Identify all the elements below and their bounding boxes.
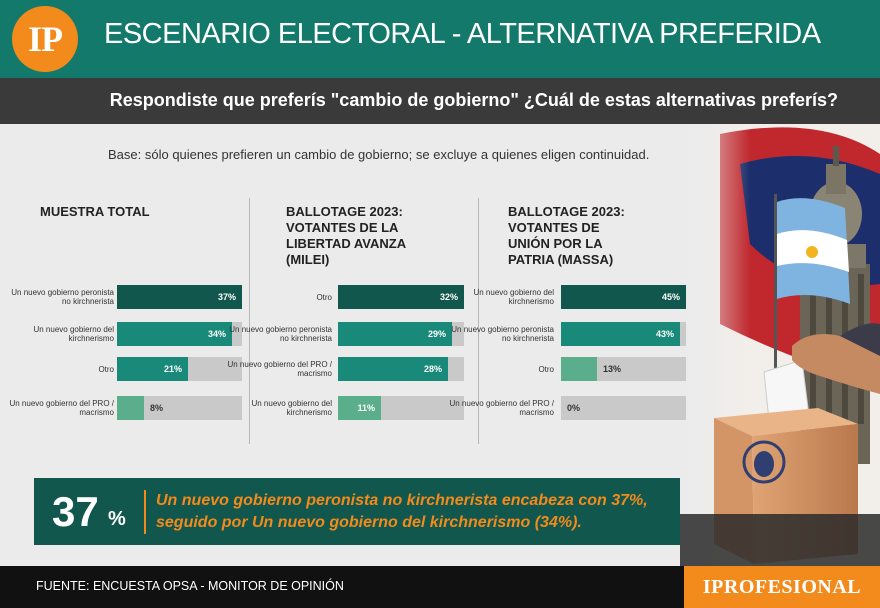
source-note: FUENTE: ENCUESTA OPSA - MONITOR DE OPINI… bbox=[36, 579, 344, 593]
bar-value-label: 13% bbox=[603, 364, 622, 374]
header-bar: IP ESCENARIO ELECTORAL - ALTERNATIVA PRE… bbox=[0, 0, 880, 78]
bar bbox=[338, 357, 448, 381]
bar bbox=[338, 322, 452, 346]
bar-track: 8% bbox=[117, 396, 242, 420]
callout-text: Un nuevo gobierno peronista no kirchneri… bbox=[156, 492, 648, 531]
bar-value-label: 34% bbox=[207, 329, 226, 339]
bar bbox=[117, 357, 188, 381]
bar-track: 13% bbox=[561, 357, 686, 381]
bar bbox=[338, 285, 464, 309]
bar bbox=[117, 322, 232, 346]
bar bbox=[117, 285, 242, 309]
bar-track: 28% bbox=[338, 357, 464, 381]
bar bbox=[561, 322, 680, 346]
question-text: Respondiste que preferís "cambio de gobi… bbox=[109, 90, 838, 110]
bar-track: 34% bbox=[117, 322, 242, 346]
callout-percent: % bbox=[108, 508, 126, 530]
category-label: Otro bbox=[98, 364, 114, 374]
callout-number: 37 bbox=[52, 488, 99, 535]
category-label: Un nuevo gobierno del kirchnerismo bbox=[33, 325, 114, 343]
bar-value-label: 28% bbox=[423, 364, 442, 374]
bar-track: 21% bbox=[117, 357, 242, 381]
footer-bar: FUENTE: ENCUESTA OPSA - MONITOR DE OPINI… bbox=[0, 566, 880, 608]
bar-value-label: 8% bbox=[150, 403, 164, 413]
hand-icon bbox=[792, 323, 880, 394]
ballot-illustration bbox=[680, 124, 880, 566]
question-bar: Respondiste que preferís "cambio de gobi… bbox=[0, 78, 880, 124]
bar-value-label: 11% bbox=[357, 403, 375, 413]
column-divider bbox=[249, 198, 250, 444]
bar-value-label: 37% bbox=[217, 292, 236, 302]
category-label: Un nuevo gobierno del kirchnerismo bbox=[473, 288, 554, 306]
bar-value-label: 43% bbox=[655, 329, 674, 339]
category-label: Otro bbox=[316, 292, 332, 302]
bar-value-label: 0% bbox=[567, 403, 581, 413]
bar-value-label: 21% bbox=[163, 364, 182, 374]
page-title: ESCENARIO ELECTORAL - ALTERNATIVA PREFER… bbox=[104, 18, 821, 50]
category-label: Otro bbox=[538, 364, 554, 374]
category-label: Un nuevo gobierno del PRO / macrismo bbox=[9, 399, 114, 417]
category-label: Un nuevo gobierno peronista no kirchneri… bbox=[11, 288, 114, 306]
bar-track: 29% bbox=[338, 322, 464, 346]
highlight-callout: 37 % Un nuevo gobierno peronista no kirc… bbox=[34, 478, 680, 545]
chart-title-massa: BALLOTAGE 2023: VOTANTES DE UNIÓN POR LA… bbox=[508, 204, 625, 267]
chart-title-milei: BALLOTAGE 2023: VOTANTES DE LA LIBERTAD … bbox=[286, 204, 406, 267]
category-label: Un nuevo gobierno del PRO / macrismo bbox=[227, 360, 332, 378]
bar-track: 11% bbox=[338, 396, 464, 420]
bar bbox=[561, 357, 597, 381]
base-note: Base: sólo quienes prefieren un cambio d… bbox=[108, 147, 650, 162]
category-label: Un nuevo gobierno peronista no kirchneri… bbox=[229, 325, 332, 343]
category-label: Un nuevo gobierno del PRO / macrismo bbox=[449, 399, 554, 417]
callout-separator bbox=[144, 490, 146, 534]
brand-logo: IPROFESIONAL bbox=[684, 566, 880, 608]
category-label: Un nuevo gobierno peronista no kirchneri… bbox=[451, 325, 554, 343]
bar bbox=[338, 396, 381, 420]
bar-track: 43% bbox=[561, 322, 686, 346]
bar bbox=[117, 396, 144, 420]
bar-track: 0% bbox=[561, 396, 686, 420]
category-label: Un nuevo gobierno del kirchnerismo bbox=[251, 399, 332, 417]
bar bbox=[561, 285, 686, 309]
bar-track: 45% bbox=[561, 285, 686, 309]
bar-track: 32% bbox=[338, 285, 464, 309]
column-divider bbox=[478, 198, 479, 444]
bar-track: 37% bbox=[117, 285, 242, 309]
bar-value-label: 29% bbox=[427, 329, 446, 339]
election-photo bbox=[680, 124, 880, 566]
bar-value-label: 45% bbox=[661, 292, 680, 302]
bar-value-label: 32% bbox=[439, 292, 458, 302]
ip-logo: IP bbox=[12, 6, 78, 72]
chart-title-total: MUESTRA TOTAL bbox=[40, 204, 150, 219]
